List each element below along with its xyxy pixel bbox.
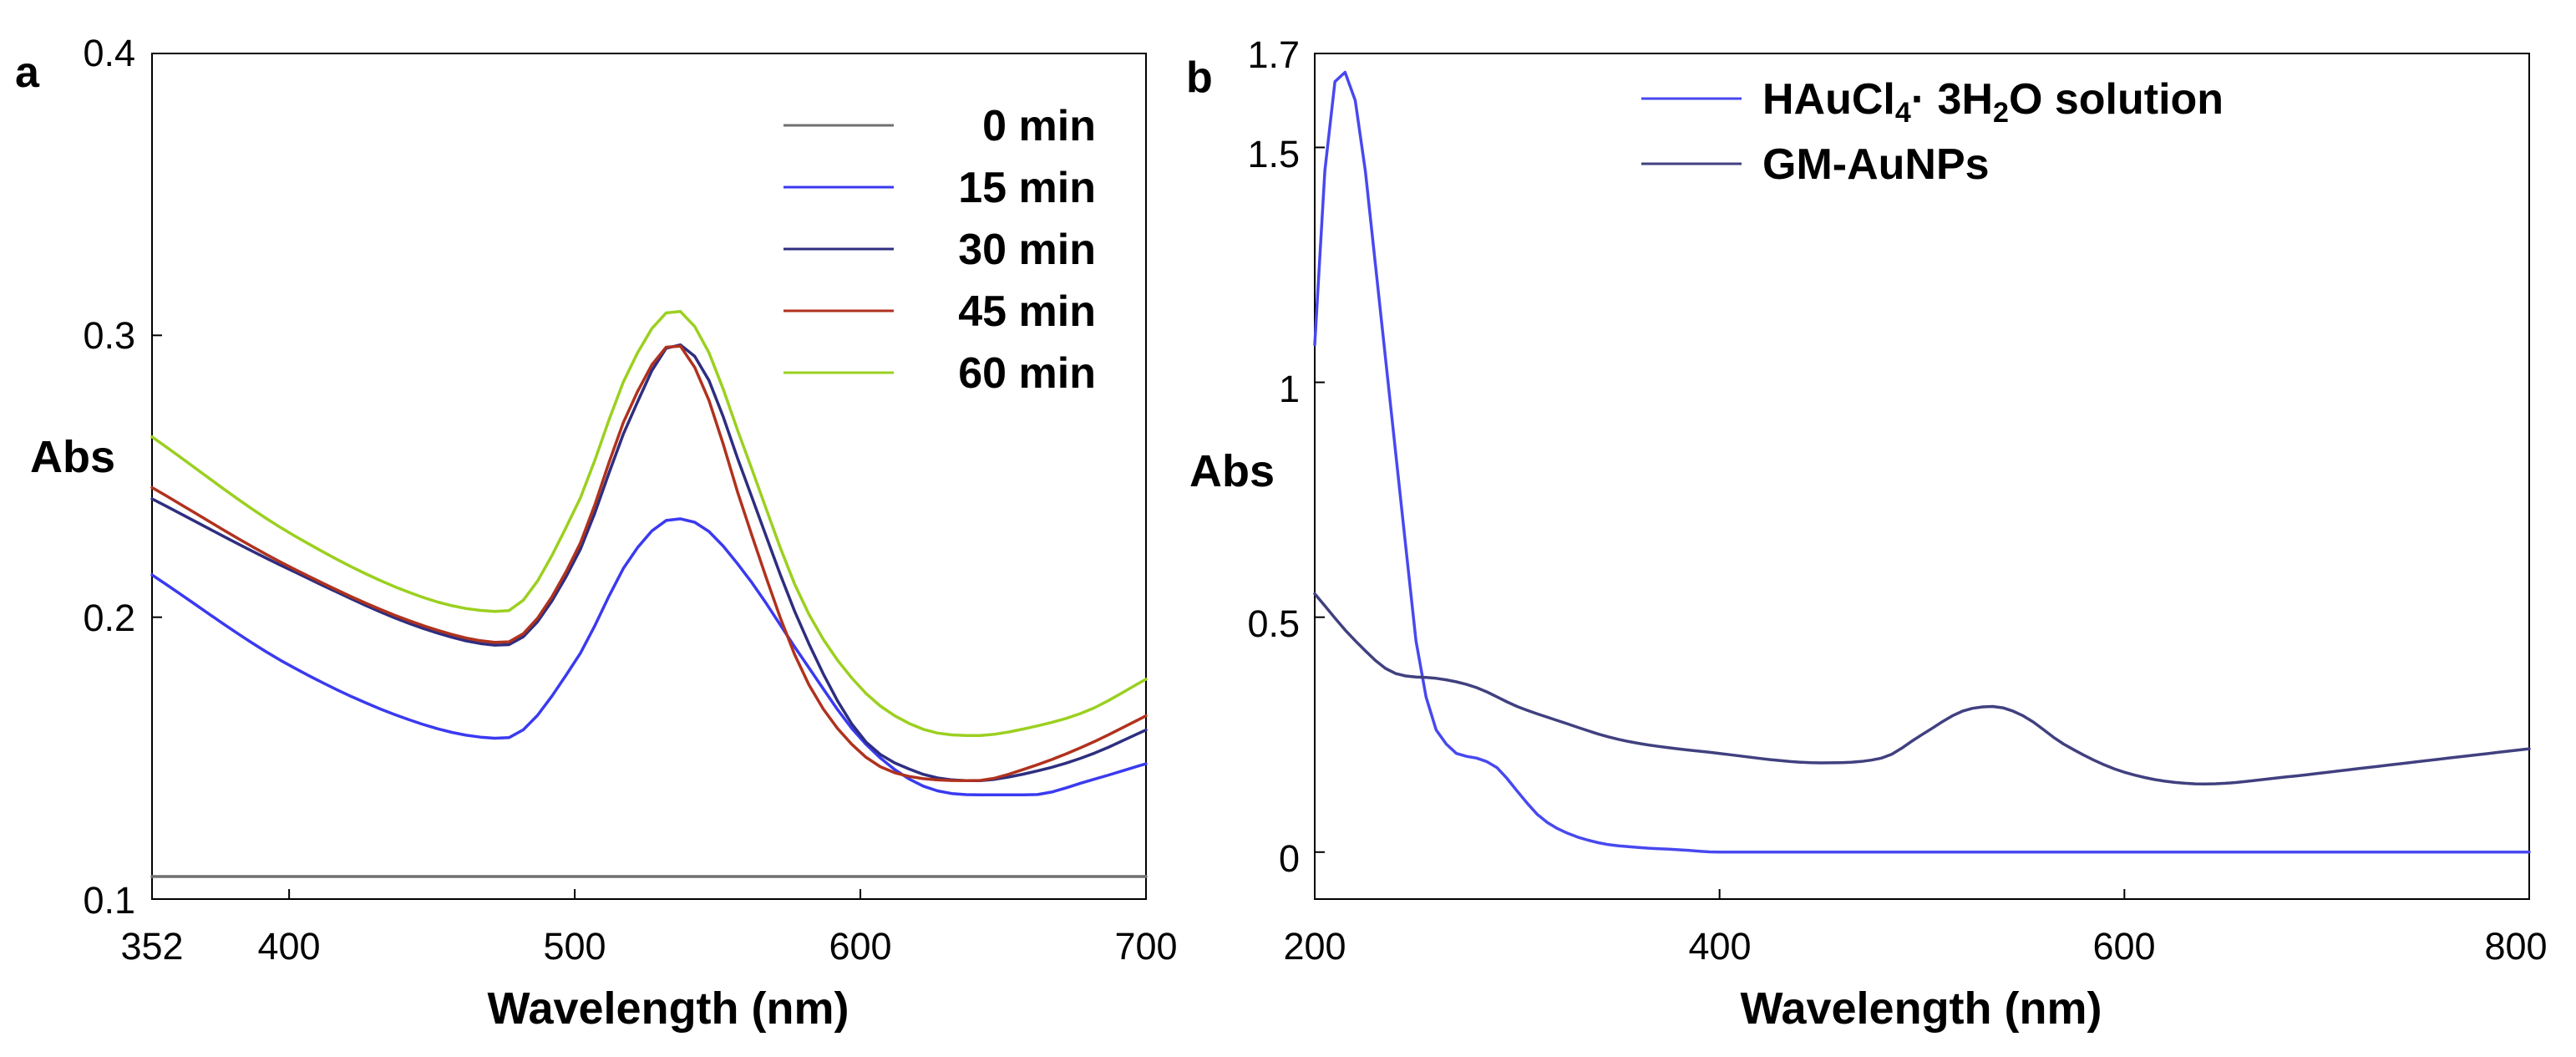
legend-label-0min: 0 min xyxy=(982,102,1096,150)
panel-a-xtick-label: 500 xyxy=(543,925,606,968)
legend-label-60min: 60 min xyxy=(958,349,1096,398)
panel-a-ytick-label: 0.2 xyxy=(83,597,135,639)
panel-a-ticks xyxy=(151,53,1147,900)
panel-b-xtick-label: 600 xyxy=(2092,925,2155,968)
legend-label-haucl4: HAuCl4· 3H2O solution xyxy=(1762,75,2224,129)
panel-b-y-axis-title: Abs xyxy=(1189,446,1275,496)
panel-a-xtick-label: 352 xyxy=(120,925,183,968)
legend-label-45min: 45 min xyxy=(958,287,1096,336)
panel-a-series-line-15-min xyxy=(150,517,1148,796)
legend-label-30min: 30 min xyxy=(958,226,1096,274)
panel-b-ytick-label: 1 xyxy=(1279,368,1300,410)
panel-a-plot-frame xyxy=(151,53,1147,900)
panel-a-series-group xyxy=(150,310,1148,878)
panel-b-ytick-label: 1.7 xyxy=(1247,33,1300,76)
legend-label-15min: 15 min xyxy=(958,164,1096,212)
panel-b-xtick-label: 400 xyxy=(1688,925,1751,968)
panel-a: a 0.1 0.2 0.3 0.4 352 400 500 600 700 Wa… xyxy=(15,32,1178,1034)
panel-a-xtick-label: 700 xyxy=(1114,925,1177,968)
legend-label-gm-aunps: GM-AuNPs xyxy=(1762,140,1990,189)
panel-b-series-group xyxy=(1313,70,2531,854)
panel-a-series-line-30-min xyxy=(150,343,1148,782)
panel-a-legend: 0 min 15 min 30 min 45 min 60 min xyxy=(783,102,1096,398)
panel-b-series-line-haucl4-3h2o-solution xyxy=(1313,70,2531,854)
panel-b-x-axis-title: Wavelength (nm) xyxy=(1740,983,2102,1034)
panel-b-plot-frame xyxy=(1314,53,2530,900)
panel-b-ytick-label: 1.5 xyxy=(1247,133,1300,175)
panel-a-xtick-label: 400 xyxy=(257,925,320,968)
panel-b-ytick-label: 0 xyxy=(1279,837,1300,880)
panel-a-series-line-45-min xyxy=(150,344,1148,783)
panel-b-ticks xyxy=(1314,53,2530,899)
panel-b-xtick-label: 200 xyxy=(1283,925,1346,968)
panel-a-xtick-label: 600 xyxy=(829,925,891,968)
panel-a-ytick-label: 0.4 xyxy=(83,32,135,74)
panel-b-legend: HAuCl4· 3H2O solution GM-AuNPs xyxy=(1641,75,2224,189)
panel-b-xtick-label: 800 xyxy=(2484,925,2547,968)
panel-b-label: b xyxy=(1186,53,1213,102)
panel-a-series-line-60-min xyxy=(150,310,1148,738)
panel-a-label: a xyxy=(15,48,40,97)
panel-a-y-axis-title: Abs xyxy=(30,432,115,482)
panel-b-series-line-gm-aunps xyxy=(1313,592,2531,786)
panel-a-ytick-label: 0.1 xyxy=(83,879,135,922)
panel-b: b 0 0.5 1 1.5 1.7 200 400 600 800 Wavele… xyxy=(1186,33,2548,1034)
panel-a-ytick-label: 0.3 xyxy=(83,314,135,357)
panel-a-x-axis-title: Wavelength (nm) xyxy=(487,983,849,1034)
panel-b-ytick-label: 0.5 xyxy=(1247,602,1300,645)
